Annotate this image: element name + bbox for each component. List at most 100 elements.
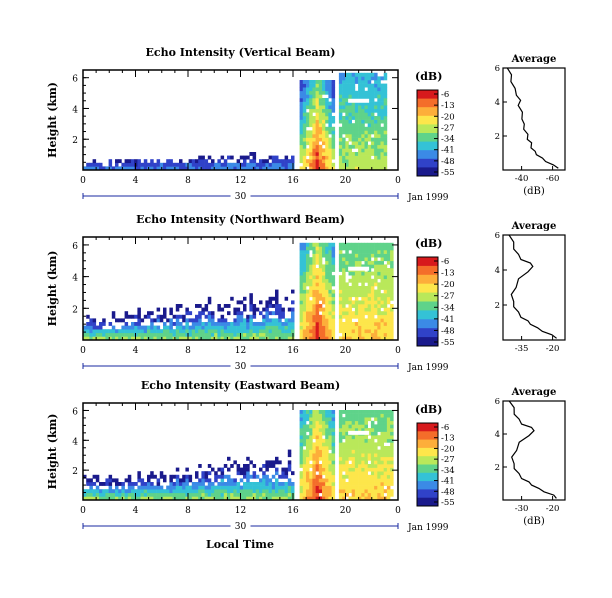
heatmap-cell xyxy=(325,116,329,120)
heatmap-cell xyxy=(386,242,391,247)
heatmap-cell xyxy=(169,496,173,500)
heatmap-cell xyxy=(374,152,378,156)
heatmap-cell xyxy=(342,420,346,425)
heatmap-cell xyxy=(331,130,336,135)
colorbar-swatch xyxy=(417,489,438,499)
heatmap-cell xyxy=(351,278,356,283)
heatmap-cell xyxy=(281,467,285,472)
heatmap-cell xyxy=(147,329,151,334)
heatmap-cell xyxy=(275,489,279,494)
heatmap-cell xyxy=(390,464,394,468)
heatmap-cell xyxy=(306,428,310,432)
heatmap-cell xyxy=(338,98,343,102)
heatmap-cell xyxy=(383,322,388,326)
heatmap-cell xyxy=(361,90,365,95)
heatmap-cell xyxy=(287,453,292,458)
heatmap-cell xyxy=(299,471,304,476)
heatmap-cell xyxy=(354,438,359,443)
heatmap-cell xyxy=(374,322,378,326)
heatmap-cell xyxy=(386,275,391,280)
heatmap-cell xyxy=(252,332,257,337)
heatmap-cell xyxy=(325,105,329,110)
heatmap-cell xyxy=(377,144,381,149)
heatmap-cell xyxy=(95,496,100,500)
heatmap-cell xyxy=(358,148,362,153)
heatmap-cell xyxy=(127,336,132,340)
heatmap-cell xyxy=(331,446,336,450)
heatmap-cell xyxy=(358,90,362,95)
heatmap-cell xyxy=(252,471,257,476)
heatmap-cell xyxy=(374,456,378,461)
heatmap-cell xyxy=(315,108,320,113)
heatmap-cell xyxy=(227,482,231,486)
heatmap-cell xyxy=(315,275,320,280)
heatmap-cell xyxy=(358,250,362,254)
heatmap-cell xyxy=(374,435,378,440)
heatmap-cell xyxy=(351,76,356,81)
heatmap-cell xyxy=(306,332,310,337)
heatmap-cell xyxy=(338,141,343,146)
heatmap-cell xyxy=(137,485,141,490)
heatmap-cell xyxy=(361,296,365,301)
heatmap-cell xyxy=(262,474,266,479)
heatmap-cell xyxy=(374,482,378,486)
heatmap-cell xyxy=(328,286,332,290)
heatmap-cell xyxy=(390,438,394,443)
heatmap-cell xyxy=(195,314,199,319)
heatmap-cell xyxy=(118,329,122,334)
heatmap-cell xyxy=(309,286,313,290)
profile-y-tick-label: 4 xyxy=(495,266,500,276)
heatmap-cell xyxy=(306,446,310,450)
heatmap-cell xyxy=(338,253,343,258)
heatmap-cell xyxy=(345,336,349,340)
heatmap-cell xyxy=(328,489,332,494)
heatmap-cell xyxy=(262,489,266,494)
heatmap-cell xyxy=(390,467,394,472)
heatmap-cell xyxy=(211,482,215,486)
heatmap-cell xyxy=(383,116,388,120)
heatmap-cell xyxy=(325,413,329,418)
heatmap-cell xyxy=(386,246,391,251)
heatmap-cell xyxy=(318,413,323,418)
heatmap-cell xyxy=(306,318,310,323)
heatmap-cell xyxy=(318,162,323,167)
heatmap-cell xyxy=(318,431,323,436)
heatmap-cell xyxy=(390,482,394,486)
heatmap-cell xyxy=(306,489,310,494)
heatmap-cell xyxy=(386,300,391,305)
heatmap-cell xyxy=(309,271,313,276)
heatmap-cell xyxy=(147,482,151,486)
heatmap-cell xyxy=(299,101,304,106)
heatmap-cell xyxy=(137,314,141,319)
heatmap-cell xyxy=(318,166,323,170)
heatmap-cell xyxy=(390,329,394,334)
heatmap-cell xyxy=(354,474,359,479)
heatmap-cell xyxy=(111,489,116,494)
heatmap-cell xyxy=(386,431,391,436)
heatmap-cell xyxy=(351,496,356,500)
heatmap-cell xyxy=(111,329,116,334)
heatmap-cell xyxy=(86,496,90,500)
heatmap-cell xyxy=(380,456,384,461)
heatmap-cell xyxy=(358,329,362,334)
heatmap-cell xyxy=(377,428,381,432)
heatmap-cell xyxy=(86,332,90,337)
heatmap-cell xyxy=(377,424,381,429)
heatmap-cell xyxy=(325,464,329,468)
heatmap-cell xyxy=(233,162,237,167)
heatmap-cell xyxy=(111,311,116,316)
heatmap-cell xyxy=(367,431,372,436)
heatmap-cell xyxy=(331,289,336,294)
heatmap-cell xyxy=(246,474,250,479)
heatmap-cell xyxy=(163,307,167,312)
heatmap-cell xyxy=(233,325,237,330)
heatmap-cell xyxy=(223,329,228,334)
heatmap-cell xyxy=(179,159,183,164)
heatmap-cell xyxy=(380,478,384,483)
heatmap-cell xyxy=(287,307,292,312)
heatmap-cell xyxy=(220,162,225,167)
heatmap-cell xyxy=(383,489,388,494)
heatmap-cell xyxy=(265,159,269,164)
heatmap-cell xyxy=(331,325,336,330)
heatmap-cell xyxy=(383,271,388,276)
